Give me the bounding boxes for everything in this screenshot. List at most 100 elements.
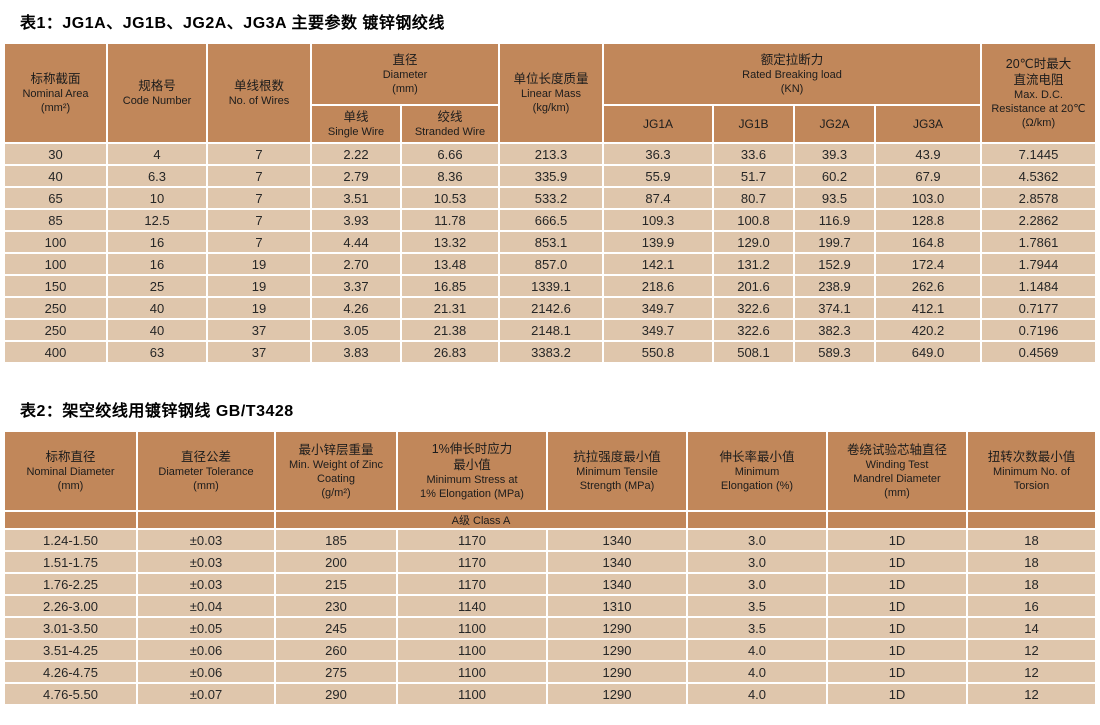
cell: 1D <box>828 530 966 550</box>
header-line: 单位长度质量 <box>513 71 589 86</box>
cell: 55.9 <box>604 166 712 186</box>
cell: 853.1 <box>500 232 602 252</box>
cell: 4.26-4.75 <box>5 662 136 682</box>
cell: 374.1 <box>795 298 874 318</box>
table-row: 3.01-3.50 ±0.05 245 1100 1290 3.5 1D 14 <box>5 618 1095 638</box>
table-row: 2.26-3.00 ±0.04 230 1140 1310 3.5 1D 16 <box>5 596 1095 616</box>
cell: 164.8 <box>876 232 980 252</box>
table-row: 100 16 7 4.44 13.32 853.1 139.9 129.0 199.7 164.8… <box>5 232 1095 252</box>
cell: 1310 <box>548 596 686 616</box>
header-line: (mm²) <box>40 102 71 114</box>
class-a-empty-cell <box>828 512 966 528</box>
cell: 1.7944 <box>982 254 1095 274</box>
cell: 3.0 <box>688 574 826 594</box>
cell: 412.1 <box>876 298 980 318</box>
cell: 4.44 <box>312 232 400 252</box>
table-row: 250 40 37 3.05 21.38 2148.1 349.7 322.6 382.3 420… <box>5 320 1095 340</box>
cell: 1D <box>828 684 966 704</box>
header-line: 卷绕试验芯轴直径 <box>846 442 947 457</box>
cell: 11.78 <box>402 210 498 230</box>
cell: 275 <box>276 662 396 682</box>
cell: 21.31 <box>402 298 498 318</box>
cell: 382.3 <box>795 320 874 340</box>
cell: 2142.6 <box>500 298 602 318</box>
header-line: (kg/km) <box>532 102 570 114</box>
cell: 3383.2 <box>500 342 602 362</box>
cell: 40 <box>108 320 206 340</box>
col-header-diameter-tolerance: 直径公差 Diameter Tolerance (mm) <box>138 432 274 510</box>
cell: 322.6 <box>714 298 793 318</box>
cell: 4.26 <box>312 298 400 318</box>
class-a-empty-cell <box>138 512 274 528</box>
table-row: 65 10 7 3.51 10.53 533.2 87.4 80.7 93.5 103.0 2.85… <box>5 188 1095 208</box>
header-line: Single Wire <box>327 125 385 138</box>
cell: 349.7 <box>604 320 712 340</box>
col-header-jg3a: JG3A <box>876 106 980 142</box>
col-header-tensile-strength: 抗拉强度最小值 Minimum Tensile Strength (MPa) <box>548 432 686 510</box>
cell: 67.9 <box>876 166 980 186</box>
header-line: 规格号 <box>138 78 176 93</box>
cell: ±0.03 <box>138 552 274 572</box>
header-line: Minimum No. of <box>992 465 1071 478</box>
header-line: Linear Mass <box>521 87 581 100</box>
table2-data-body: 1.24-1.50 ±0.03 185 1170 1340 3.0 1D 18 1.51-1.7… <box>5 530 1095 704</box>
table2-body: A级 Class A <box>5 512 1095 528</box>
cell: 16 <box>968 596 1095 616</box>
cell: 40 <box>5 166 106 186</box>
cell: ±0.06 <box>138 640 274 660</box>
cell: 12 <box>968 662 1095 682</box>
header-line: 绞线 <box>437 109 463 124</box>
col-header-nominal-diameter: 标称直径 Nominal Diameter (mm) <box>5 432 136 510</box>
cell: ±0.03 <box>138 530 274 550</box>
cell: 666.5 <box>500 210 602 230</box>
cell: 4.0 <box>688 640 826 660</box>
header-line: 标称直径 <box>45 449 96 464</box>
cell: 3.0 <box>688 552 826 572</box>
cell: 4.0 <box>688 684 826 704</box>
header-line: 抗拉强度最小值 <box>573 449 661 464</box>
header-line: (mm) <box>392 83 418 95</box>
cell: 128.8 <box>876 210 980 230</box>
cell: 87.4 <box>604 188 712 208</box>
col-header-winding-test-mandrel: 卷绕试验芯轴直径 Winding Test Mandrel Diameter (mm) <box>828 432 966 510</box>
cell: 0.7196 <box>982 320 1095 340</box>
header-line: 标称截面 <box>30 71 81 86</box>
col-group-rated-breaking-load: 额定拉断力 Rated Breaking load (KN) <box>604 44 980 104</box>
header-line: (KN) <box>780 83 804 95</box>
cell: 18 <box>968 530 1095 550</box>
cell: 2.70 <box>312 254 400 274</box>
header-line: Torsion <box>1013 480 1050 492</box>
header-line: 1% Elongation (MPa) <box>420 488 524 500</box>
table-row: 400 63 37 3.83 26.83 3383.2 550.8 508.1 589.3 649… <box>5 342 1095 362</box>
table-row: 1.76-2.25 ±0.03 215 1170 1340 3.0 1D 18 <box>5 574 1095 594</box>
cell: 10 <box>108 188 206 208</box>
col-header-stranded-wire: 绞线 Stranded Wire <box>402 106 498 142</box>
cell: 1340 <box>548 552 686 572</box>
header-line: 1%伸长时应力 <box>431 441 513 456</box>
cell: 19 <box>208 254 310 274</box>
col-header-single-wire: 单线 Single Wire <box>312 106 400 142</box>
col-header-min-elongation: 伸长率最小值 Minimum Elongation (%) <box>688 432 826 510</box>
cell: 80.7 <box>714 188 793 208</box>
cell: 250 <box>5 320 106 340</box>
cell: 1.24-1.50 <box>5 530 136 550</box>
header-line: Coating <box>317 472 355 485</box>
header-line: Elongation (%) <box>720 480 794 492</box>
cell: 1170 <box>398 530 546 550</box>
cell: 262.6 <box>876 276 980 296</box>
cell: 400 <box>5 342 106 362</box>
cell: 2.26-3.00 <box>5 596 136 616</box>
cell: 39.3 <box>795 144 874 164</box>
cell: 1290 <box>548 684 686 704</box>
cell: 1100 <box>398 662 546 682</box>
cell: 3.0 <box>688 530 826 550</box>
cell: 109.3 <box>604 210 712 230</box>
table2-galvanized-steel-wire: 标称直径 Nominal Diameter (mm) 直径公差 Diameter To… <box>3 430 1097 706</box>
header-line: Winding Test <box>865 458 929 471</box>
cell: 25 <box>108 276 206 296</box>
header-line: Strength (MPa) <box>579 480 655 492</box>
cell: 21.38 <box>402 320 498 340</box>
cell: 4 <box>108 144 206 164</box>
header-line: (Ω/km) <box>1021 117 1056 130</box>
cell: 3.93 <box>312 210 400 230</box>
